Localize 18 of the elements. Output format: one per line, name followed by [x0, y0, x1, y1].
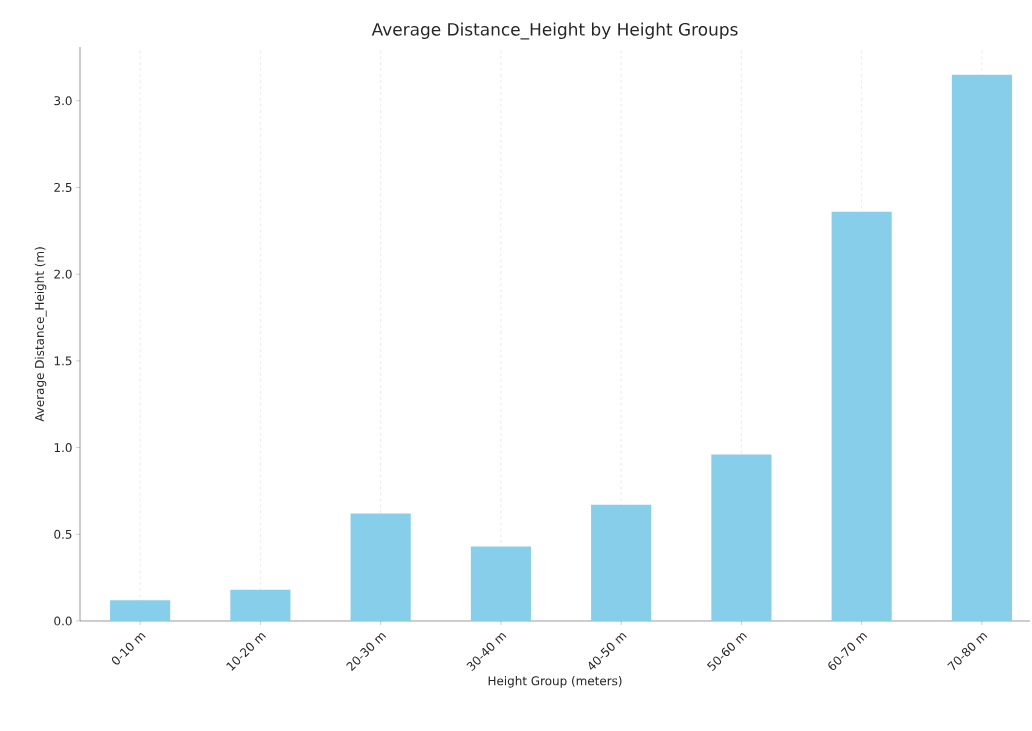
bar [831, 211, 892, 621]
chart-title: Average Distance_Height by Height Groups [371, 22, 738, 40]
y-tick-label: 2.5 [54, 182, 72, 192]
y-axis-title: Average Distance_Height (m) [34, 247, 47, 422]
bar [711, 454, 772, 621]
bar [230, 589, 291, 621]
bar [470, 546, 531, 621]
bar [350, 513, 411, 621]
y-tick-label: 2.0 [54, 269, 72, 279]
x-axis-title: Height Group (meters) [488, 676, 622, 688]
y-tick-label: 1.0 [54, 443, 72, 453]
y-tick-label: 0.5 [54, 529, 72, 539]
bar [110, 600, 171, 621]
bar [951, 74, 1012, 621]
y-tick-label: 0.0 [54, 616, 72, 626]
bar [591, 504, 652, 621]
y-tick-label: 1.5 [54, 356, 72, 366]
y-tick-label: 3.0 [54, 96, 72, 106]
